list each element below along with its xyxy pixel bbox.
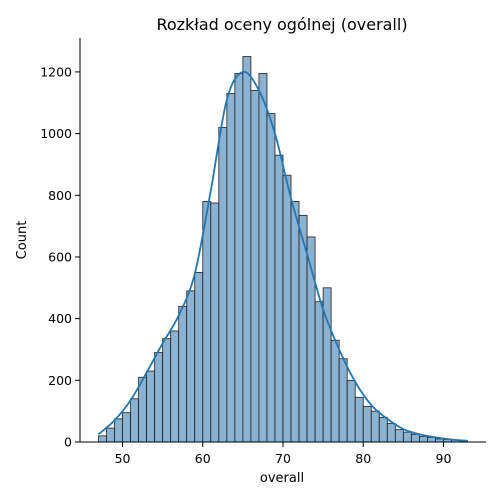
x-axis-label: overall	[260, 471, 304, 486]
histogram-bar	[386, 423, 396, 443]
histogram-bar	[258, 73, 268, 443]
histogram-bar	[146, 370, 156, 443]
histogram-bar	[378, 416, 388, 443]
histogram-bar	[242, 56, 252, 443]
chart-title: Rozkład oceny ogólnej (overall)	[156, 15, 407, 34]
histogram-bar	[370, 410, 380, 443]
histogram-bar	[282, 174, 292, 443]
x-tick-label: 90	[436, 451, 452, 466]
x-tick-label: 60	[195, 451, 211, 466]
x-tick-label: 70	[275, 451, 291, 466]
histogram-bar	[330, 339, 340, 443]
y-axis-label: Count	[15, 221, 30, 260]
histogram-bar	[130, 398, 139, 443]
y-tick-label: 400	[48, 311, 72, 326]
histogram-bar	[186, 290, 196, 443]
histogram-bar	[314, 301, 324, 443]
histogram-bar	[346, 379, 356, 443]
histogram-bar	[106, 427, 115, 443]
histogram-bar	[250, 90, 260, 443]
y-tick-label: 200	[48, 373, 72, 388]
histogram-bar	[402, 431, 412, 443]
histogram-bar	[266, 113, 276, 443]
histogram-bar	[98, 435, 107, 443]
histogram-bar	[218, 127, 228, 443]
y-tick-label: 0	[64, 435, 72, 450]
y-tick-label: 1200	[40, 64, 72, 79]
y-tick-label: 800	[48, 188, 72, 203]
histogram-bar	[419, 436, 428, 443]
histogram-bar	[138, 376, 147, 443]
histogram-bar	[122, 412, 131, 443]
histogram-bar	[234, 73, 244, 443]
x-ticks: 50 60 70 80 90	[115, 442, 452, 466]
y-ticks: 0 200 400 600 800 1000 1200	[40, 64, 80, 450]
y-tick-label: 600	[48, 249, 72, 264]
histogram-bar	[362, 406, 372, 443]
histogram-bar	[162, 338, 172, 443]
y-tick-label: 1000	[40, 126, 72, 141]
histogram-bar	[274, 154, 284, 443]
kde-line	[97, 70, 468, 442]
histogram-bar	[410, 433, 420, 443]
histogram-bar	[354, 396, 364, 443]
x-tick-label: 80	[355, 451, 371, 466]
histogram-bar	[154, 352, 164, 443]
histogram-bar	[178, 305, 188, 443]
histogram-bars	[98, 56, 468, 443]
histogram-bar	[170, 330, 180, 443]
histogram-bar	[202, 201, 212, 443]
histogram-bar	[210, 202, 220, 443]
histogram-bar	[394, 429, 404, 443]
histogram-bar	[114, 418, 123, 443]
x-tick-label: 50	[115, 451, 131, 466]
histogram-bar	[194, 271, 204, 443]
histogram-bar	[290, 201, 300, 443]
histogram-bar	[226, 93, 236, 443]
histogram-bar	[338, 358, 348, 443]
